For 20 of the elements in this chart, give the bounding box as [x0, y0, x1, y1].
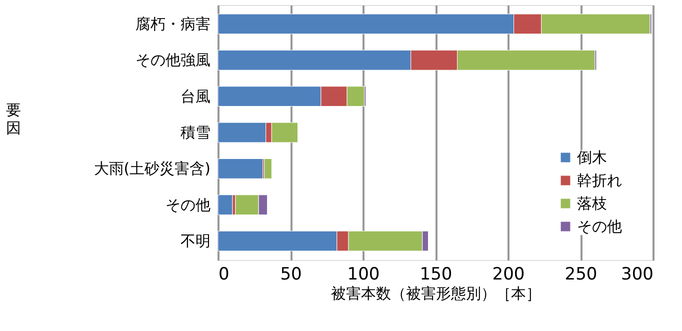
legend-label: 幹折れ — [577, 172, 622, 190]
x-tick-label: 150 — [420, 264, 452, 284]
y-tick-label: 不明 — [180, 232, 210, 250]
legend-label: その他 — [577, 218, 622, 236]
y-tick-label: その他 — [166, 196, 210, 214]
y-tick-label: 大雨(土砂災害含) — [94, 160, 210, 178]
y-tick-label: 台風 — [180, 87, 210, 106]
x-tick-label: 300 — [621, 264, 654, 284]
x-tick-label: 250 — [564, 264, 598, 284]
legend-label: 倒木 — [577, 148, 607, 166]
x-tick-label: 200 — [492, 264, 525, 284]
y-tick-label: 積雪 — [180, 124, 210, 142]
y-axis-title: 要因 — [6, 101, 21, 137]
x-tick-label: 100 — [347, 264, 380, 284]
x-axis-title: 被害本数（被害形態別）［本］ — [331, 284, 541, 302]
x-tick-label: 0 — [218, 264, 230, 284]
y-tick-label: 腐朽・病害 — [136, 14, 210, 33]
legend-label: 落枝 — [577, 194, 607, 212]
y-tick-label: その他強風 — [136, 51, 210, 70]
x-tick-label: 50 — [280, 264, 302, 284]
